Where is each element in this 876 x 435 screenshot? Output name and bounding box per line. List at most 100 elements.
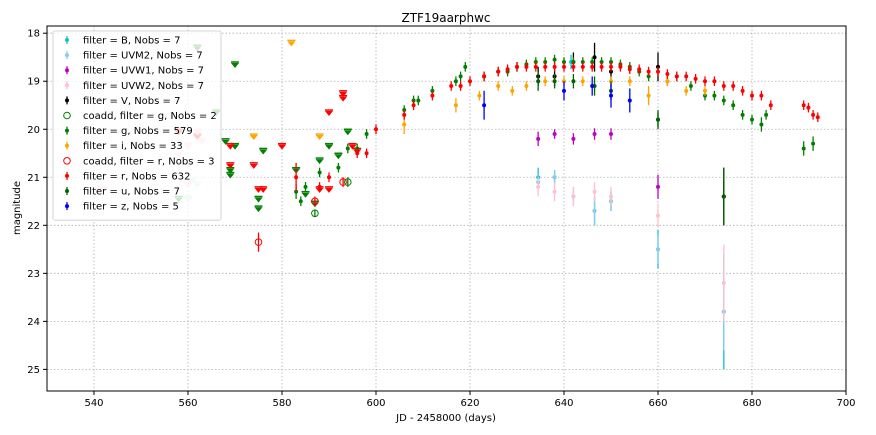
upper-limit-arrow	[254, 207, 263, 213]
data-point	[536, 131, 541, 147]
point-marker	[592, 55, 597, 60]
data-point	[533, 62, 538, 72]
legend-marker	[65, 68, 69, 73]
point-marker	[458, 84, 463, 89]
data-point	[364, 129, 369, 139]
data-point	[345, 143, 350, 154]
legend-marker	[65, 38, 69, 42]
point-marker	[317, 170, 322, 175]
point-marker	[543, 64, 548, 69]
upper-limit-marker	[343, 128, 352, 136]
upper-limit-marker	[315, 157, 324, 165]
y-axis-label: magnitude	[12, 181, 23, 235]
upper-limit-arrow	[325, 111, 333, 117]
data-point	[254, 232, 263, 252]
upper-limit-arrow	[348, 144, 357, 150]
point-marker	[458, 74, 463, 79]
point-marker	[543, 79, 548, 84]
data-point	[609, 62, 613, 72]
data-point	[416, 95, 421, 106]
point-marker	[562, 88, 566, 93]
data-point	[336, 162, 341, 173]
data-point	[402, 110, 407, 120]
upper-limit-marker	[249, 162, 258, 169]
data-point	[627, 88, 632, 113]
upper-limit-marker	[334, 152, 343, 160]
data-point	[665, 69, 670, 79]
point-marker	[524, 84, 529, 89]
legend-entry: filter = UVW2, Nobs = 7	[65, 81, 204, 92]
legend-marker	[65, 204, 69, 209]
y-tick-label: 21	[27, 173, 40, 184]
upper-limit-marker	[221, 138, 230, 145]
point-marker	[298, 199, 303, 204]
y-axis: 18 19 20 21 22 23 24 25	[27, 29, 47, 376]
data-point	[609, 128, 613, 140]
upper-limit-arrow	[231, 63, 239, 69]
data-point	[458, 71, 463, 82]
point-marker	[327, 175, 331, 180]
x-axis: 540 560 580 600 620 640 660 680 700	[84, 391, 856, 409]
point-marker	[590, 84, 595, 89]
data-point	[317, 182, 322, 192]
upper-limit-marker	[259, 147, 268, 155]
legend-label: filter = UVW2, Nobs = 7	[83, 81, 204, 92]
data-point	[731, 81, 736, 91]
point-marker	[684, 88, 689, 93]
data-point	[344, 177, 352, 187]
point-marker	[656, 184, 660, 189]
upper-limit-arrow	[339, 91, 348, 97]
point-marker	[355, 151, 360, 156]
point-marker	[496, 84, 501, 89]
point-marker	[453, 103, 458, 108]
legend-marker	[65, 173, 69, 178]
data-point	[298, 196, 303, 207]
point-marker	[811, 141, 816, 146]
point-marker	[552, 175, 557, 180]
point-marker	[806, 105, 811, 110]
data-point	[552, 182, 557, 202]
point-marker	[759, 93, 764, 98]
legend-label: filter = z, Nobs = 5	[83, 202, 179, 213]
point-marker	[515, 64, 519, 69]
data-point	[571, 133, 576, 145]
x-tick-label: 540	[84, 398, 103, 409]
data-point	[811, 110, 816, 120]
chart-title: ZTF19aarphwc	[402, 11, 491, 25]
point-marker	[731, 84, 736, 89]
data-point	[430, 90, 435, 101]
upper-limit-arrow	[334, 154, 343, 160]
legend-entry: filter = i, Nobs = 33	[65, 141, 183, 152]
data-point	[750, 114, 754, 125]
upper-limit-marker	[325, 186, 333, 193]
point-marker	[571, 64, 576, 69]
point-marker	[684, 74, 689, 79]
data-point	[656, 110, 660, 130]
data-point	[656, 174, 660, 199]
data-point	[552, 129, 557, 139]
point-marker	[411, 103, 416, 108]
upper-limit-arrow	[249, 135, 258, 141]
y-tick-label: 25	[27, 365, 40, 376]
point-marker	[571, 136, 576, 141]
data-point	[552, 74, 557, 89]
data-point	[524, 81, 529, 91]
data-point	[536, 177, 541, 197]
upper-limit-marker	[287, 39, 296, 47]
data-point	[703, 86, 707, 96]
upper-limit-marker	[231, 61, 239, 69]
x-tick-label: 580	[272, 398, 291, 409]
upper-limit-marker	[325, 109, 333, 117]
data-point	[496, 81, 501, 91]
x-axis-label: JD - 2458000 (days)	[395, 413, 496, 424]
point-marker	[416, 98, 421, 103]
point-marker	[402, 112, 407, 117]
upper-limit-marker	[254, 195, 263, 203]
point-marker	[609, 64, 613, 69]
upper-limit-arrow	[325, 144, 333, 150]
legend-entry: coadd, filter = r, Nobs = 3	[63, 156, 215, 167]
legend-entry: filter = UVM2, Nobs = 7	[65, 51, 203, 62]
data-point	[801, 141, 806, 156]
point-marker	[740, 88, 745, 93]
legend-label: filter = r, Nobs = 632	[83, 171, 190, 182]
